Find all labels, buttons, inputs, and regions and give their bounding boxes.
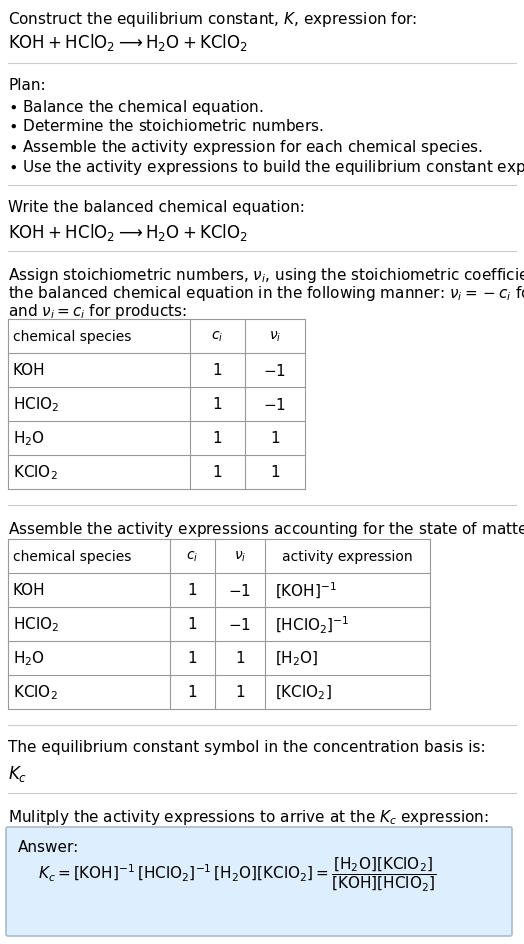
Text: $-1$: $-1$ xyxy=(228,616,252,632)
Text: $\mathrm{KOH + HClO_2 \longrightarrow H_2O + KClO_2}$: $\mathrm{KOH + HClO_2 \longrightarrow H_… xyxy=(8,222,248,243)
Text: chemical species: chemical species xyxy=(13,549,132,564)
Text: $\mathrm{KClO_2}$: $\mathrm{KClO_2}$ xyxy=(13,464,58,481)
Text: $\mathrm{KOH + HClO_2 \longrightarrow H_2O + KClO_2}$: $\mathrm{KOH + HClO_2 \longrightarrow H_… xyxy=(8,32,248,53)
Text: Mulitply the activity expressions to arrive at the $K_c$ expression:: Mulitply the activity expressions to arr… xyxy=(8,807,489,826)
Text: 1: 1 xyxy=(270,431,280,446)
Text: Construct the equilibrium constant, $K$, expression for:: Construct the equilibrium constant, $K$,… xyxy=(8,10,417,29)
Text: $[\mathrm{KOH}]^{-1}$: $[\mathrm{KOH}]^{-1}$ xyxy=(275,581,337,600)
Text: KOH: KOH xyxy=(13,363,46,379)
Text: KOH: KOH xyxy=(13,582,46,598)
Text: Answer:: Answer: xyxy=(18,839,79,854)
Text: $c_i$: $c_i$ xyxy=(211,329,224,344)
Text: 1: 1 xyxy=(188,616,198,632)
Text: 1: 1 xyxy=(235,684,245,700)
Text: $[\mathrm{HClO_2}]^{-1}$: $[\mathrm{HClO_2}]^{-1}$ xyxy=(275,614,350,635)
Text: 1: 1 xyxy=(213,465,222,480)
Text: $-1$: $-1$ xyxy=(264,362,287,379)
Text: 1: 1 xyxy=(213,397,222,413)
Text: $K_c$: $K_c$ xyxy=(8,763,27,784)
Text: $\mathrm{H_2O}$: $\mathrm{H_2O}$ xyxy=(13,649,45,667)
Text: $[\mathrm{H_2O}]$: $[\mathrm{H_2O}]$ xyxy=(275,649,319,667)
Text: chemical species: chemical species xyxy=(13,329,132,344)
Text: $c_i$: $c_i$ xyxy=(187,549,199,564)
Text: 1: 1 xyxy=(213,363,222,379)
FancyBboxPatch shape xyxy=(6,827,512,936)
Text: $\mathrm{HClO_2}$: $\mathrm{HClO_2}$ xyxy=(13,615,59,633)
Text: $\mathrm{HClO_2}$: $\mathrm{HClO_2}$ xyxy=(13,396,59,413)
Text: $K_c = [\mathrm{KOH}]^{-1}\,[\mathrm{HClO_2}]^{-1}\,[\mathrm{H_2O}][\mathrm{KClO: $K_c = [\mathrm{KOH}]^{-1}\,[\mathrm{HCl… xyxy=(38,855,436,893)
Text: $-1$: $-1$ xyxy=(228,582,252,598)
Text: 1: 1 xyxy=(213,431,222,446)
Text: 1: 1 xyxy=(270,465,280,480)
Text: $\mathrm{H_2O}$: $\mathrm{H_2O}$ xyxy=(13,430,45,447)
Text: $\mathrm{KClO_2}$: $\mathrm{KClO_2}$ xyxy=(13,683,58,701)
Text: Assign stoichiometric numbers, $\nu_i$, using the stoichiometric coefficients, $: Assign stoichiometric numbers, $\nu_i$, … xyxy=(8,265,524,285)
Text: $\bullet$ Use the activity expressions to build the equilibrium constant express: $\bullet$ Use the activity expressions t… xyxy=(8,158,524,177)
Text: Assemble the activity expressions accounting for the state of matter and $\nu_i$: Assemble the activity expressions accoun… xyxy=(8,519,524,538)
Text: 1: 1 xyxy=(188,650,198,666)
Text: Plan:: Plan: xyxy=(8,78,46,93)
Text: $\bullet$ Determine the stoichiometric numbers.: $\bullet$ Determine the stoichiometric n… xyxy=(8,118,324,134)
Text: activity expression: activity expression xyxy=(282,549,413,564)
Text: the balanced chemical equation in the following manner: $\nu_i = -c_i$ for react: the balanced chemical equation in the fo… xyxy=(8,284,524,303)
Text: $\nu_i$: $\nu_i$ xyxy=(269,329,281,344)
Text: $\nu_i$: $\nu_i$ xyxy=(234,549,246,564)
Text: and $\nu_i = c_i$ for products:: and $\nu_i = c_i$ for products: xyxy=(8,302,187,321)
Text: The equilibrium constant symbol in the concentration basis is:: The equilibrium constant symbol in the c… xyxy=(8,739,486,754)
Text: $[\mathrm{KClO_2}]$: $[\mathrm{KClO_2}]$ xyxy=(275,683,332,701)
Text: $-1$: $-1$ xyxy=(264,396,287,413)
Text: $\bullet$ Balance the chemical equation.: $\bullet$ Balance the chemical equation. xyxy=(8,98,264,117)
Text: 1: 1 xyxy=(188,684,198,700)
Text: 1: 1 xyxy=(188,582,198,598)
Text: 1: 1 xyxy=(235,650,245,666)
Text: Write the balanced chemical equation:: Write the balanced chemical equation: xyxy=(8,200,305,215)
Text: $\bullet$ Assemble the activity expression for each chemical species.: $\bullet$ Assemble the activity expressi… xyxy=(8,138,483,157)
